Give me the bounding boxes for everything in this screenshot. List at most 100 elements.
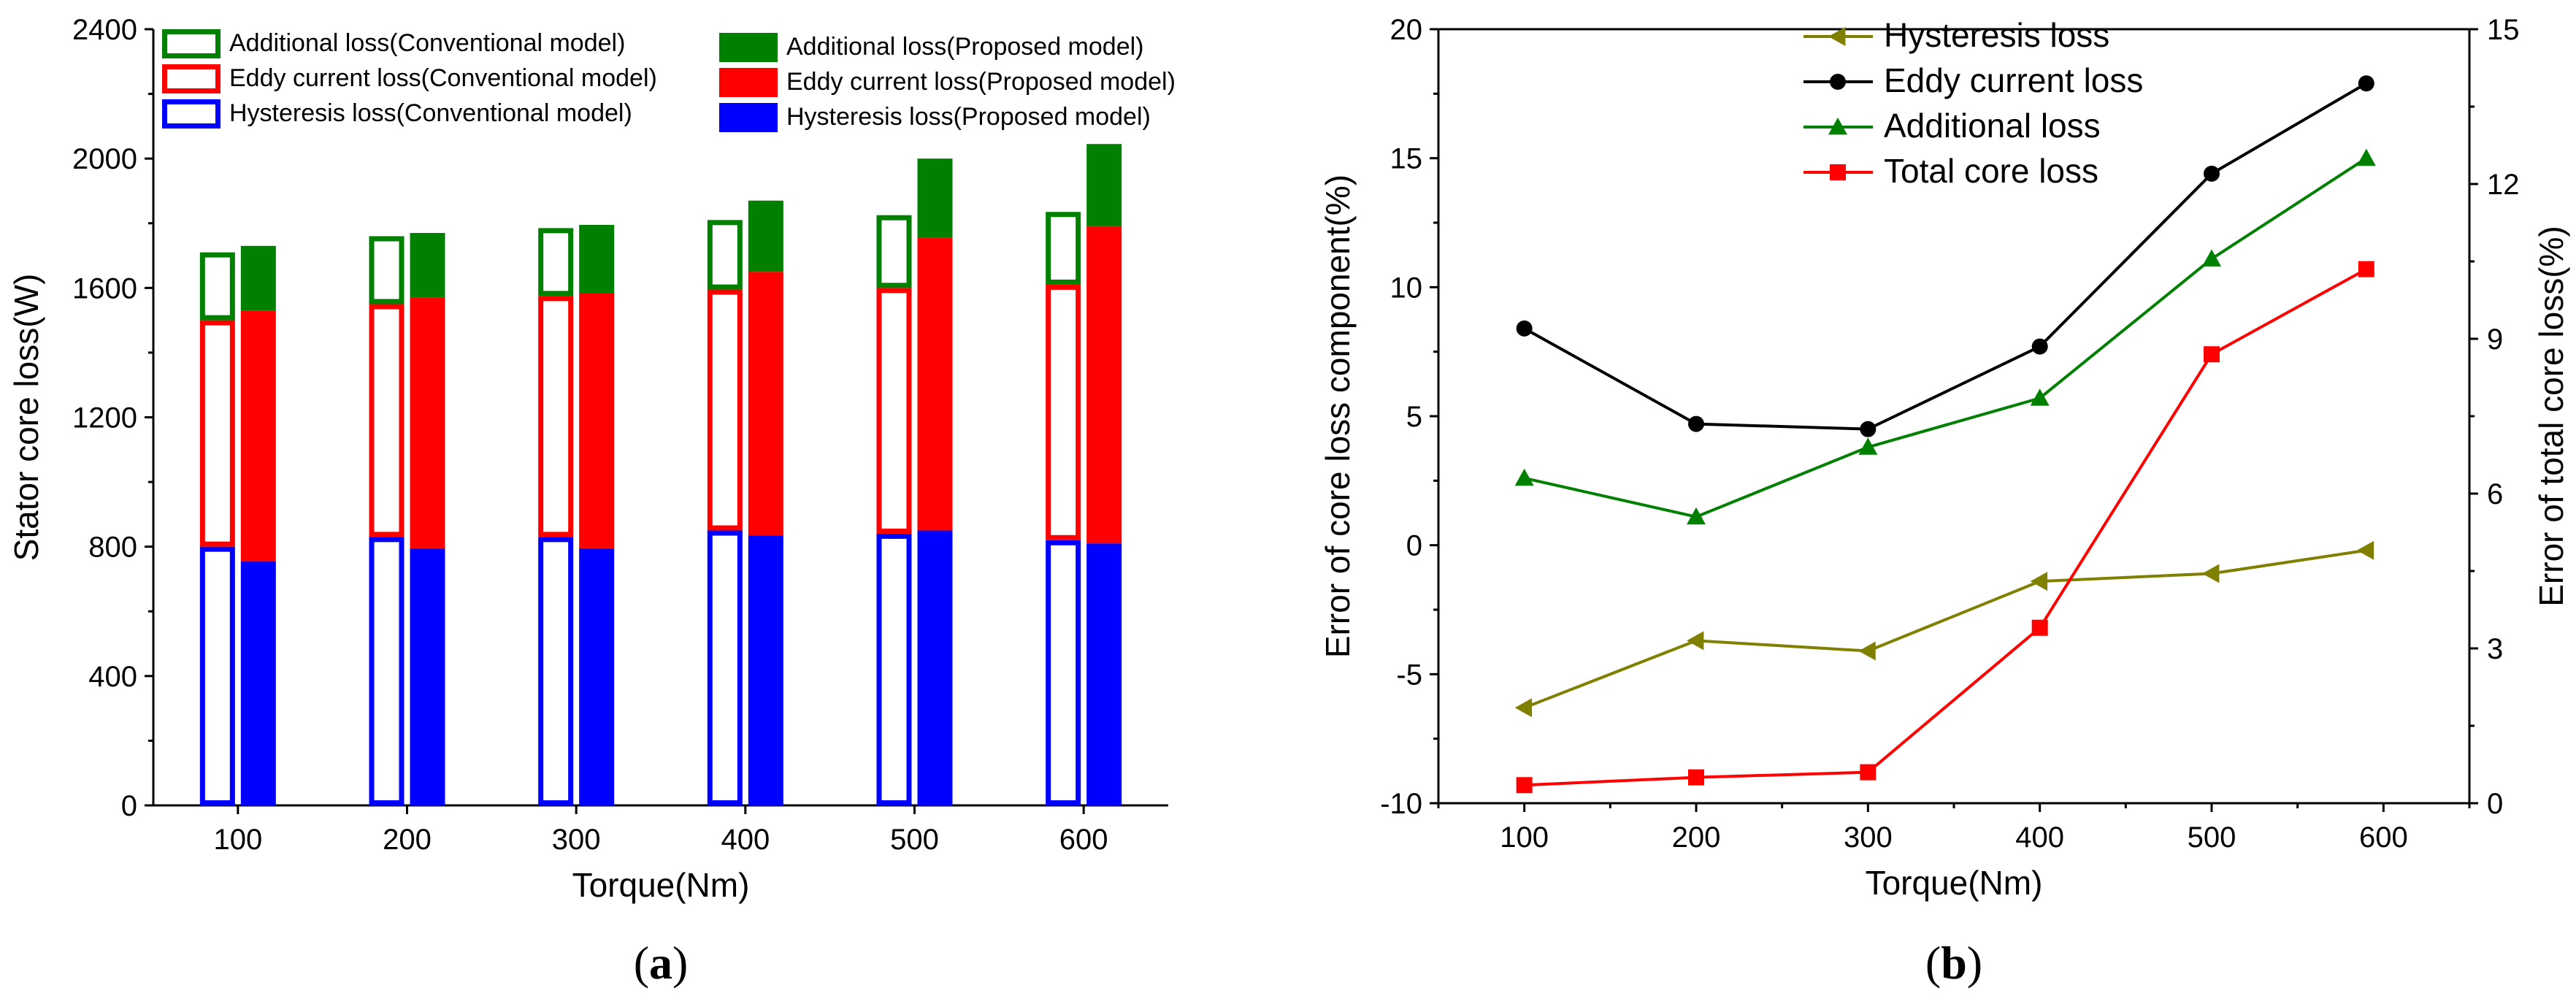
a-bar-eddy-current-loss-proposed-model-400: [748, 272, 783, 536]
a-y-tick-label: 2000: [72, 143, 137, 175]
panel-a-stacked-bar-chart: 0 400 800 1200 1600 2000 2400 100 200 300 400 500 60…: [7, 14, 1176, 989]
a-panel-label-letter: a: [649, 937, 672, 989]
a-bar-additional-loss-conventional-model-600: [1046, 212, 1081, 285]
b-x-tick-label: 500: [2188, 821, 2236, 854]
a-y-tick-label: 1200: [72, 402, 137, 434]
a-bar-hysteresis-loss-conventional-model-500: [876, 533, 912, 805]
b-right-y-tick-label: 6: [2487, 478, 2503, 510]
a-bar-eddy-current-loss-conventional-model-500: [876, 288, 912, 534]
b-point-eddy-current-loss: [2031, 338, 2048, 355]
b-point-additional-loss: [2356, 148, 2376, 166]
b-legend-marker-additional-loss: [1828, 118, 1847, 135]
a-bar-eddy-current-loss-conventional-model-300: [538, 296, 574, 537]
b-left-y-tick-label: 0: [1406, 530, 1422, 562]
b-x-tick-label: 600: [2359, 821, 2408, 854]
a-bar-hysteresis-loss-proposed-model-400: [748, 535, 783, 805]
a-legend-label: Hysteresis loss(Proposed model): [786, 103, 1151, 131]
b-point-total-core-loss: [1516, 777, 1533, 794]
a-bar-additional-loss-conventional-model-500: [876, 215, 912, 288]
a-bar-additional-loss-conventional-model-100: [199, 252, 235, 321]
b-point-total-core-loss: [1860, 764, 1877, 781]
b-legend-label-total-core-loss: Total core loss: [1884, 152, 2098, 190]
b-left-y-axis-title: Error of core loss component(%): [1319, 175, 1357, 658]
a-bar-hysteresis-loss-conventional-model-400: [707, 530, 743, 805]
b-panel-label-close: ): [1967, 937, 1982, 989]
b-series-line-additional-loss: [1524, 156, 2367, 518]
b-point-eddy-current-loss: [2204, 165, 2220, 182]
b-right-y-tick-label: 15: [2487, 14, 2520, 46]
a-legend-swatch: [162, 29, 221, 58]
a-bar-hysteresis-loss-conventional-model-200: [369, 537, 405, 805]
a-x-tick-label: 300: [552, 824, 601, 856]
b-point-total-core-loss: [2031, 619, 2048, 636]
b-point-eddy-current-loss: [1516, 320, 1533, 337]
a-x-tick-label: 200: [383, 824, 432, 856]
a-legend-swatch: [162, 99, 221, 129]
b-point-additional-loss: [1687, 507, 1706, 525]
b-panel-label-letter: b: [1941, 937, 1967, 989]
a-panel-label-close: ): [672, 937, 688, 989]
b-point-hysteresis-loss: [1687, 631, 1704, 651]
b-panel-label: (b): [1925, 937, 1982, 989]
a-bar-eddy-current-loss-conventional-model-600: [1046, 284, 1081, 540]
a-y-tick-label: 0: [121, 790, 137, 822]
a-panel-label-open: (: [634, 937, 649, 989]
a-x-tick-label: 100: [213, 824, 262, 856]
b-legend-marker-total-core-loss: [1830, 164, 1846, 180]
b-point-hysteresis-loss: [2030, 572, 2048, 591]
b-point-eddy-current-loss: [1688, 415, 1704, 432]
a-bar-eddy-current-loss-conventional-model-400: [707, 289, 743, 531]
b-x-tick-label: 300: [1844, 821, 1893, 854]
b-legend-label-eddy-current-loss: Eddy current loss: [1884, 61, 2143, 99]
b-left-y-tick-label: 5: [1406, 401, 1422, 433]
b-series-line-total-core-loss: [1524, 267, 2367, 787]
b-point-hysteresis-loss: [1858, 641, 1876, 661]
a-bar-additional-loss-proposed-model-300: [579, 224, 615, 293]
b-point-eddy-current-loss: [2358, 75, 2374, 92]
a-bar-eddy-current-loss-proposed-model-600: [1086, 226, 1122, 544]
b-left-y-tick-label: 10: [1390, 272, 1423, 304]
a-y-tick-label: 2400: [72, 14, 137, 46]
b-point-hysteresis-loss: [2356, 540, 2374, 560]
b-right-y-tick-label: 9: [2487, 323, 2503, 356]
a-legend-swatch: [719, 103, 778, 132]
a-bar-eddy-current-loss-proposed-model-200: [410, 297, 445, 548]
a-bar-additional-loss-proposed-model-400: [748, 200, 783, 272]
a-bar-hysteresis-loss-conventional-model-600: [1046, 540, 1081, 806]
a-legend-swatch: [719, 68, 778, 97]
b-right-y-axis-title: Error of total core loss(%): [2532, 226, 2570, 606]
a-legend-swatch: [719, 33, 778, 62]
a-bar-hysteresis-loss-conventional-model-300: [538, 537, 574, 805]
a-bar-additional-loss-conventional-model-200: [369, 236, 405, 304]
b-point-additional-loss: [2202, 249, 2221, 267]
b-point-additional-loss: [2030, 388, 2050, 406]
b-series-line-hysteresis-loss: [1523, 548, 2367, 710]
b-x-tick-label: 400: [2015, 821, 2064, 854]
b-series-line-eddy-current-loss: [1523, 82, 2367, 431]
b-x-axis-title: Torque(Nm): [1866, 864, 2043, 902]
b-legend-label-additional-loss: Additional loss: [1884, 107, 2101, 145]
b-right-y-tick-label: 3: [2487, 633, 2503, 665]
b-point-additional-loss: [1858, 437, 1878, 455]
b-point-total-core-loss: [2204, 346, 2220, 363]
a-bar-eddy-current-loss-proposed-model-100: [240, 310, 276, 562]
b-legend-marker-eddy-current-loss: [1830, 74, 1846, 90]
b-point-hysteresis-loss: [1514, 698, 1533, 718]
a-bar-hysteresis-loss-proposed-model-500: [917, 530, 953, 805]
a-x-axis-title: Torque(Nm): [572, 866, 750, 904]
a-bar-hysteresis-loss-proposed-model-200: [410, 548, 445, 805]
b-point-additional-loss: [1514, 468, 1534, 486]
a-bar-eddy-current-loss-conventional-model-200: [369, 304, 405, 537]
a-legend-label: Eddy current loss(Proposed model): [786, 68, 1176, 96]
a-y-tick-label: 800: [88, 532, 137, 564]
b-left-y-tick-label: -10: [1380, 788, 1422, 820]
a-panel-label: (a): [634, 937, 689, 989]
a-bar-eddy-current-loss-proposed-model-500: [917, 237, 953, 531]
b-legend-label-hysteresis-loss: Hysteresis loss: [1884, 16, 2109, 54]
b-right-y-tick-label: 12: [2487, 169, 2520, 201]
b-point-hysteresis-loss: [2202, 564, 2220, 583]
b-x-tick-label: 100: [1500, 821, 1549, 854]
a-legend-label: Additional loss(Conventional model): [229, 29, 625, 57]
